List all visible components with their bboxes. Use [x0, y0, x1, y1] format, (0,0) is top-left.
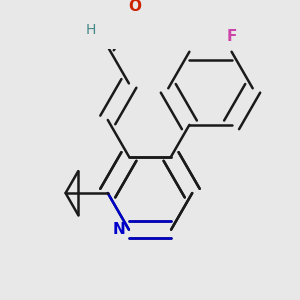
Text: H: H [86, 23, 96, 37]
Text: N: N [112, 222, 125, 237]
Text: F: F [226, 29, 237, 44]
Text: O: O [128, 0, 142, 14]
